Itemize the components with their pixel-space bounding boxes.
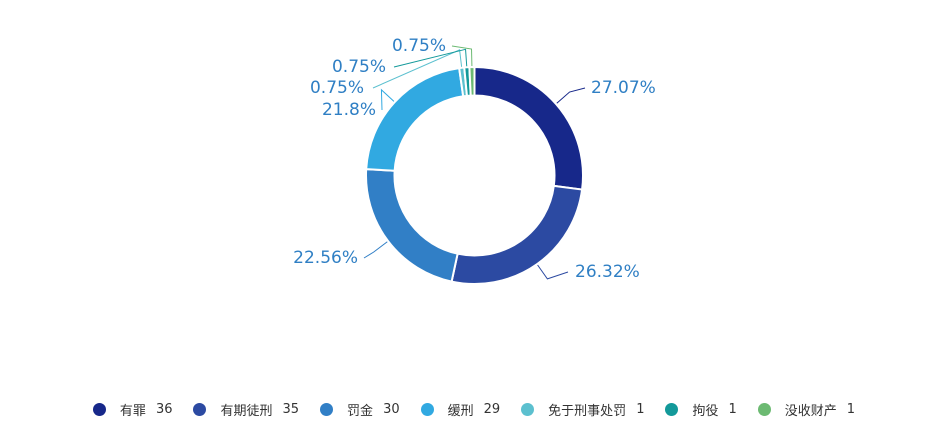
percent-label-7: 0.75% bbox=[392, 36, 446, 56]
percent-label-2: 26.32% bbox=[575, 262, 640, 282]
legend-item-1[interactable]: 有罪 36 bbox=[92, 400, 173, 419]
legend-label: 罚金 bbox=[347, 403, 374, 419]
legend-label: 有罪 bbox=[119, 403, 146, 419]
legend-label: 拘役 bbox=[692, 403, 719, 419]
legend-dot-icon bbox=[420, 402, 434, 416]
slice-1[interactable] bbox=[473, 66, 584, 191]
legend-count: 29 bbox=[483, 401, 501, 417]
legend-dot-icon bbox=[757, 402, 771, 416]
legend-item-4[interactable]: 缓刑 29 bbox=[420, 400, 501, 419]
legend-dot-icon bbox=[521, 402, 535, 416]
legend-item-6[interactable]: 拘役 1 bbox=[665, 400, 737, 419]
leader-line-5 bbox=[372, 49, 463, 89]
legend-count: 36 bbox=[155, 401, 173, 417]
slice-2[interactable] bbox=[450, 184, 584, 285]
percent-label-5: 0.75% bbox=[310, 78, 364, 98]
percent-label-6: 0.75% bbox=[332, 57, 386, 77]
percent-label-1: 27.07% bbox=[591, 78, 656, 98]
legend-item-2[interactable]: 有期徒刑 35 bbox=[193, 400, 299, 419]
leader-line-6 bbox=[393, 48, 468, 68]
slice-3[interactable] bbox=[365, 168, 459, 283]
legend-dot-icon bbox=[665, 402, 679, 416]
legend-count: 30 bbox=[383, 401, 400, 417]
leader-line-3 bbox=[363, 241, 388, 259]
chart-legend: 有罪 36 有期徒刑 35 罚金 30 缓刑 29 免于刑事处罚 1 拘役 1 没收财产 1 bbox=[0, 398, 948, 420]
legend-count: 1 bbox=[846, 401, 856, 417]
legend-dot-icon bbox=[193, 402, 207, 416]
percent-label-4: 21.8% bbox=[322, 100, 376, 120]
donut-slices bbox=[365, 66, 584, 285]
slice-7[interactable] bbox=[468, 66, 476, 97]
leader-line-7 bbox=[451, 45, 473, 67]
legend-label: 缓刑 bbox=[447, 403, 474, 419]
legend-label: 没收财产 bbox=[784, 403, 837, 419]
slice-labels: 27.07%26.32%22.56%21.8%0.75%0.75%0.75% bbox=[293, 36, 656, 282]
legend-label: 免于刑事处罚 bbox=[548, 403, 627, 419]
legend-count: 1 bbox=[636, 401, 645, 417]
percent-label-3: 22.56% bbox=[293, 248, 358, 268]
legend-item-7[interactable]: 没收财产 1 bbox=[757, 400, 856, 419]
legend-dot-icon bbox=[92, 402, 106, 416]
leader-line-2 bbox=[537, 264, 569, 280]
legend-count: 1 bbox=[728, 401, 737, 417]
slice-4[interactable] bbox=[365, 67, 465, 172]
legend-dot-icon bbox=[320, 402, 334, 416]
legend-item-3[interactable]: 罚金 30 bbox=[320, 400, 400, 419]
leader-line-4 bbox=[380, 88, 395, 111]
legend-label: 有期徒刑 bbox=[220, 403, 273, 419]
legend-count: 35 bbox=[282, 401, 300, 417]
legend-item-5[interactable]: 免于刑事处罚 1 bbox=[521, 400, 644, 419]
leader-line-1 bbox=[556, 87, 586, 104]
